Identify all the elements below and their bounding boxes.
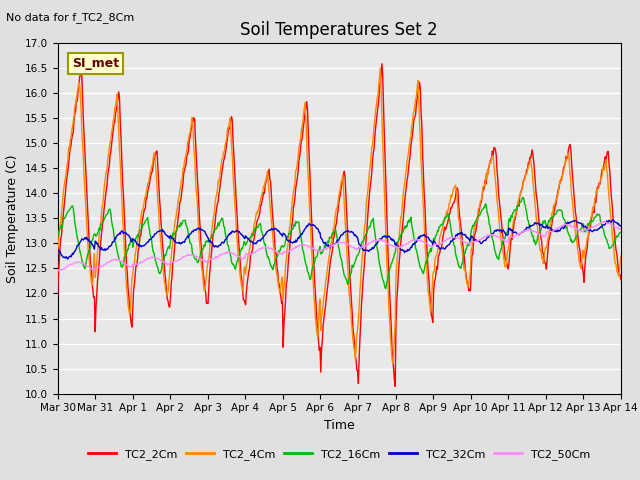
Text: SI_met: SI_met	[72, 57, 119, 70]
Title: Soil Temperatures Set 2: Soil Temperatures Set 2	[241, 21, 438, 39]
Legend: TC2_2Cm, TC2_4Cm, TC2_16Cm, TC2_32Cm, TC2_50Cm: TC2_2Cm, TC2_4Cm, TC2_16Cm, TC2_32Cm, TC…	[84, 444, 595, 465]
Y-axis label: Soil Temperature (C): Soil Temperature (C)	[6, 154, 19, 283]
X-axis label: Time: Time	[324, 419, 355, 432]
Text: No data for f_TC2_8Cm: No data for f_TC2_8Cm	[6, 12, 134, 23]
